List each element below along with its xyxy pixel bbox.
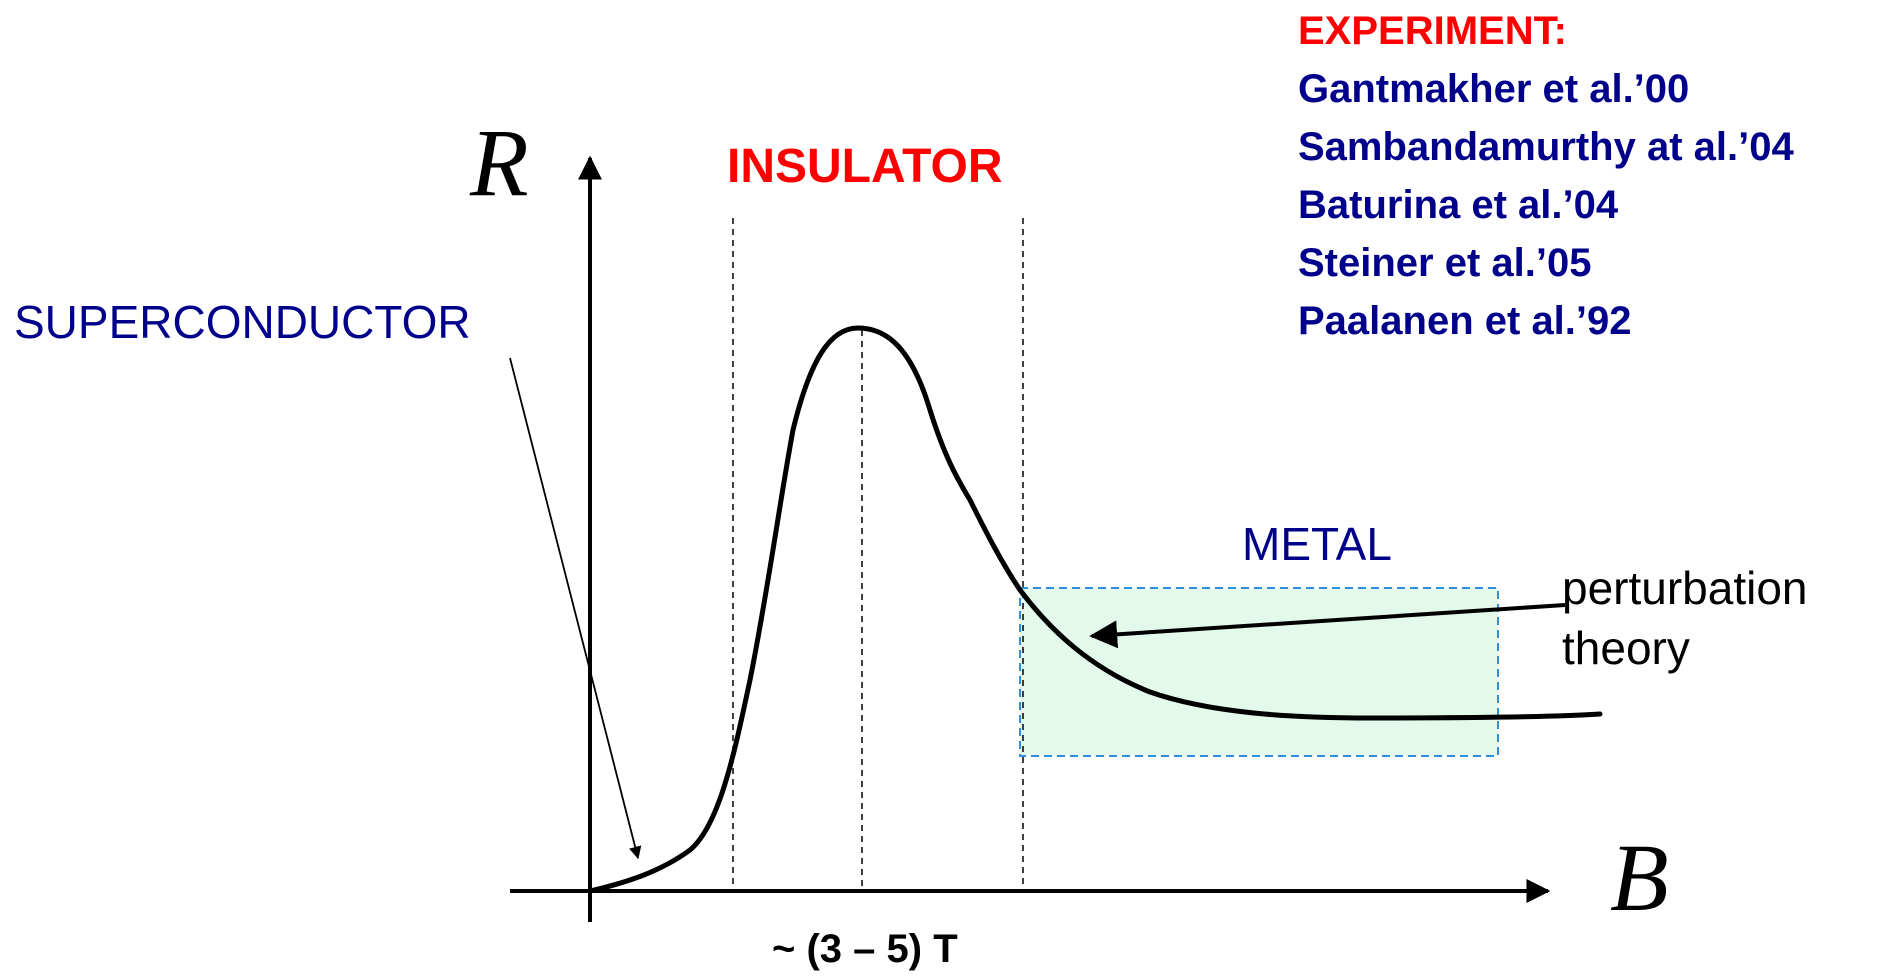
experiment-ref: Sambandamurthy at al.’04: [1298, 125, 1794, 169]
insulator-label: INSULATOR: [727, 140, 1003, 193]
superconductor-label: SUPERCONDUCTOR: [14, 296, 471, 348]
x-axis-symbol: B: [1610, 824, 1669, 931]
experiment-ref: Gantmakher et al.’00: [1298, 67, 1689, 111]
perturbation-pointer-arrow: [1089, 603, 1566, 649]
x-tick-label: ~ (3 – 5) T: [772, 927, 958, 971]
perturbation-label-line2: theory: [1562, 622, 1690, 674]
perturbation-label-line1: perturbation: [1562, 562, 1808, 614]
experiment-ref: Paalanen et al.’92: [1298, 299, 1632, 343]
y-axis-symbol: R: [469, 109, 529, 216]
superconductor-pointer-arrow: [509, 357, 642, 860]
metal-label: METAL: [1242, 518, 1392, 570]
experiment-heading: EXPERIMENT:: [1298, 9, 1567, 53]
experiment-ref: Steiner et al.’05: [1298, 241, 1591, 285]
experiment-ref: Baturina et al.’04: [1298, 183, 1619, 227]
resistance-curve: [587, 325, 1603, 894]
